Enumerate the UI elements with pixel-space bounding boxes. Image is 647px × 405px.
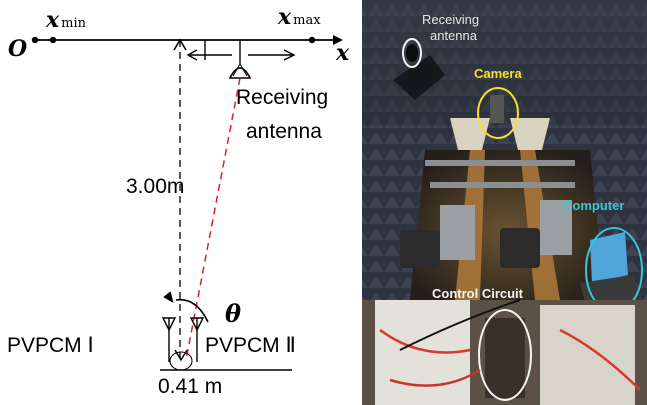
xmin-point: [49, 36, 57, 44]
spacing-label: 0.41 m: [158, 375, 222, 398]
stepper-motor-right: [500, 228, 540, 268]
receiving-antenna-head: [406, 44, 418, 62]
pvpcm2-label: PVPCM Ⅱ: [205, 334, 296, 357]
rail-bar-2: [430, 182, 575, 188]
distance-label: 3.00m: [126, 175, 184, 198]
wooden-platform: [410, 150, 605, 300]
xmax-label: x max: [277, 4, 321, 30]
pvpcm1-antenna-icon: [161, 317, 177, 362]
origin-label: O: [8, 36, 27, 62]
absorber-wall-texture: [362, 0, 647, 125]
photo-receiving-antenna-line1: Receiving: [422, 12, 479, 27]
cable-black-1: [399, 299, 521, 351]
origin-point: [31, 36, 39, 44]
xmax-label-sub: max: [293, 13, 321, 28]
xmax-point: [308, 36, 316, 44]
cable-red-1: [379, 328, 471, 354]
xmin-label-main: x: [45, 7, 60, 33]
camera-body: [490, 95, 504, 123]
receiving-antenna-label-line1: Receiving: [236, 86, 328, 109]
lab-photo: Receiving antenna Camera Computer Contro…: [362, 0, 647, 405]
xmin-label-sub: min: [61, 16, 86, 31]
photo-computer-label: Computer: [563, 198, 624, 213]
photo-receiving-antenna-line2: antenna: [430, 28, 478, 43]
angle-arc-arrowhead: [163, 291, 174, 304]
xmax-label-main: x: [277, 4, 292, 30]
receiving-antenna-label-line2: antenna: [246, 120, 322, 143]
photo-camera-label: Camera: [474, 66, 522, 81]
white-board-right: [540, 305, 635, 405]
pvpcm1-label: PVPCM Ⅰ: [7, 334, 94, 357]
laptop-screen: [590, 232, 628, 283]
midpoint-down-arrow: [174, 349, 188, 362]
receiving-antenna-highlight: [402, 38, 422, 68]
reference-up-arrowhead: [173, 38, 187, 51]
x-axis-label: x: [335, 40, 350, 66]
receiving-antenna-object: [393, 55, 445, 100]
rail-bar-1: [425, 160, 575, 166]
photo-control-circuit-label: Control Circuit: [432, 286, 524, 301]
control-board: [485, 318, 525, 398]
xmin-label: x min: [45, 7, 87, 33]
control-circuit-highlight: [478, 309, 532, 401]
move-right-arrowhead: [283, 49, 296, 61]
mount-right: [540, 200, 572, 255]
angle-label: θ: [225, 299, 241, 328]
move-left-arrowhead: [186, 49, 198, 61]
pvpcm2-antenna-icon: [189, 317, 205, 362]
camera-highlight: [477, 87, 519, 139]
cable-red-3: [559, 328, 641, 391]
schematic-diagram: O x min x max x Receiving antenna 3.00m: [7, 4, 350, 398]
cable-red-2: [389, 368, 481, 387]
mount-left: [440, 205, 475, 260]
stepper-motor-left: [400, 230, 440, 268]
x-axis-arrowhead: [333, 35, 343, 45]
receiving-antenna-icon: [228, 40, 252, 79]
angle-arc: [175, 298, 209, 323]
horn-antenna-right: [510, 118, 550, 150]
